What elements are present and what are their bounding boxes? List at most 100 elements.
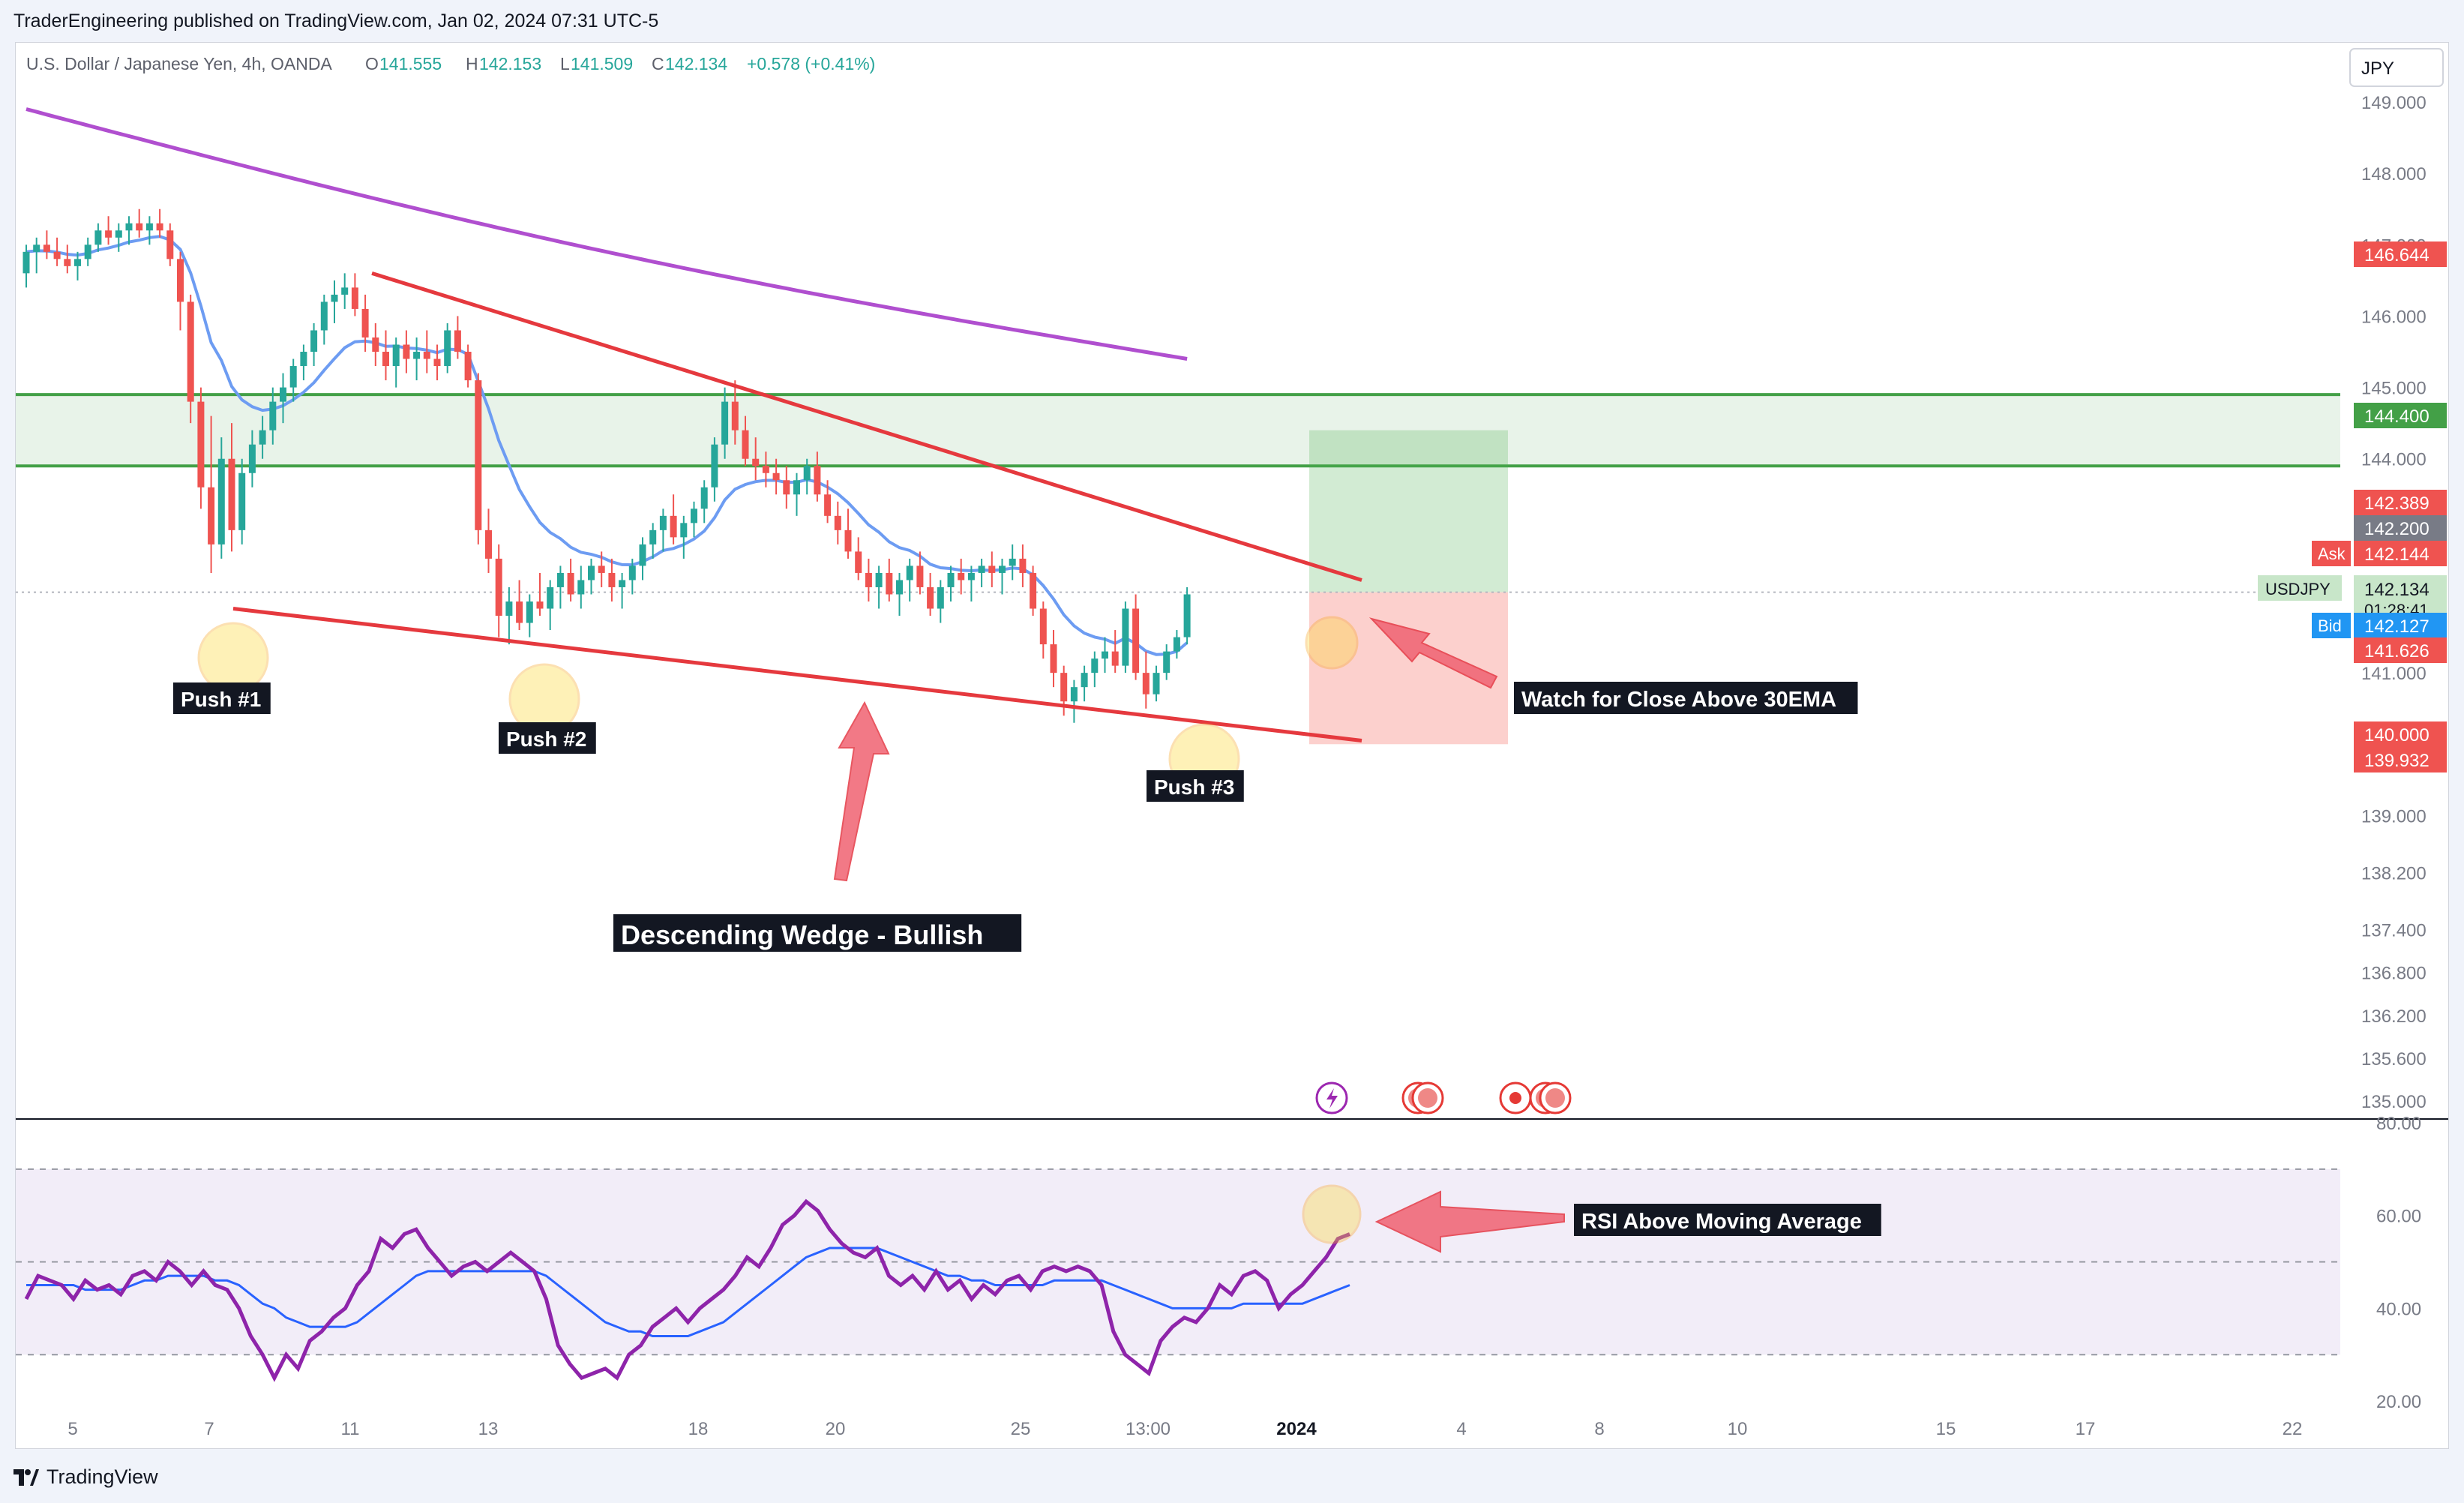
price-chart[interactable]: Push #1 Push #2 Push #3 Descending Wedge - …: [16, 43, 2448, 1448]
candle-body: [875, 572, 883, 587]
candle-body: [1060, 673, 1068, 702]
x-tick-label: 20: [826, 1419, 846, 1439]
candle-body: [1111, 651, 1119, 666]
rsi-tick-label: 60.00: [2376, 1207, 2421, 1227]
candle-body: [731, 401, 739, 430]
legend-c-value: 142.134: [665, 54, 727, 74]
candle-body: [670, 515, 677, 538]
candle-body: [906, 566, 913, 580]
label-watch-close-box: [1514, 682, 1858, 714]
event-icons[interactable]: [1315, 1082, 1572, 1114]
candle-body: [1132, 608, 1140, 674]
price-badge: [2354, 515, 2447, 541]
label-push-1: Push #1: [181, 688, 261, 711]
candle-body: [22, 251, 30, 274]
candle-body: [403, 344, 410, 359]
candle-body: [372, 337, 379, 352]
x-tick-label: 17: [2076, 1419, 2096, 1439]
rsi-ma-line: [26, 1246, 1350, 1337]
y-tick-label: 136.200: [2361, 1006, 2427, 1027]
candle-body: [1070, 687, 1078, 702]
legend-o-label: O: [365, 54, 379, 74]
candle-body: [659, 515, 667, 530]
sr-zone: [16, 394, 2340, 466]
candle-body: [43, 244, 50, 252]
legend-o-value: 141.555: [379, 54, 442, 74]
legend-h-label: H: [466, 54, 478, 74]
y-tick-label: 146.000: [2361, 307, 2427, 327]
long-target-box: [1309, 430, 1508, 592]
legend-l-label: L: [560, 54, 570, 74]
candle-body: [1039, 608, 1047, 645]
candle-body: [320, 302, 328, 331]
currency-button[interactable]: [2349, 48, 2444, 87]
publisher-text: TraderEngineering published on TradingVi…: [13, 10, 659, 32]
y-tick-label: 139.000: [2361, 806, 2427, 826]
candle-body: [269, 401, 277, 430]
us-flag-glyph-icon-2: [1418, 1088, 1437, 1108]
candle-body: [988, 566, 996, 573]
ask-tag-label: Ask: [2318, 544, 2346, 563]
candle-body: [762, 466, 769, 473]
price-badge-value: 140.000: [2364, 725, 2430, 746]
candle-body: [967, 572, 975, 580]
x-tick-label: 22: [2283, 1419, 2303, 1439]
legend-ohlc: O 141.555 H 142.153 L 141.509 C 142.134 …: [365, 54, 875, 74]
y-tick-label: 148.000: [2361, 164, 2427, 184]
candle-body: [475, 380, 482, 530]
candle-body: [1091, 658, 1099, 674]
ask-price-value: 142.144: [2364, 544, 2430, 565]
record-dot-icon: [1509, 1092, 1521, 1104]
candle-body: [577, 580, 585, 595]
wedge-lower-line: [232, 607, 1362, 743]
candle-body: [855, 551, 862, 573]
candle-body: [947, 572, 955, 587]
x-tick-label: 4: [1456, 1419, 1466, 1439]
tradingview-logo[interactable]: TradingView: [13, 1466, 158, 1489]
y-tick-label: 136.800: [2361, 964, 2427, 984]
tradingview-logo-text: TradingView: [46, 1466, 158, 1488]
rsi-tick-label: 80.00: [2376, 1114, 2421, 1134]
us-flag-glyph-icon-4: [1545, 1088, 1565, 1108]
candle-body: [772, 472, 780, 481]
candle-body: [793, 480, 800, 495]
candle-body: [53, 251, 61, 260]
chart-panel[interactable]: Push #1 Push #2 Push #3 Descending Wedge - …: [15, 42, 2449, 1449]
candle-body: [94, 230, 102, 245]
candle-body: [33, 244, 40, 252]
candle-body: [680, 523, 688, 538]
x-tick-label: 7: [204, 1419, 214, 1439]
price-badge-value: 146.644: [2364, 245, 2430, 266]
candle-body: [464, 352, 472, 381]
legend-h-value: 142.153: [479, 54, 541, 74]
candle-body: [331, 294, 338, 302]
symbol-badge: [2258, 575, 2342, 601]
price-badge: [2354, 722, 2447, 747]
candle-body: [700, 487, 708, 509]
price-badge: [2354, 403, 2447, 428]
candle-body: [865, 572, 872, 587]
ma200-line: [25, 107, 1188, 361]
candle-body: [721, 401, 729, 445]
label-rsi-above-ma-box: [1574, 1204, 1881, 1236]
price-badge: [2354, 490, 2447, 515]
candle-body: [238, 472, 246, 530]
bid-tag: [2312, 613, 2351, 638]
price-badge: [2354, 242, 2447, 267]
candle-body: [495, 558, 502, 616]
legend-change: +0.578 (+0.41%): [747, 54, 875, 74]
candle-body: [1173, 637, 1180, 652]
candle-body: [649, 530, 657, 544]
candle-body: [978, 566, 985, 573]
x-tick-label: 11: [341, 1419, 360, 1439]
candle-body: [1142, 673, 1150, 694]
top-bar: TraderEngineering published on TradingVi…: [0, 0, 2464, 42]
price-badge-value: 139.932: [2364, 751, 2430, 771]
candle-body: [136, 223, 143, 231]
x-tick-label: 13: [478, 1419, 499, 1439]
candle-body: [187, 302, 194, 402]
rsi-highlight-circle: [1302, 1184, 1362, 1244]
candle-body: [526, 602, 533, 623]
candle-body: [145, 223, 153, 231]
price-badge-value: 142.389: [2364, 494, 2430, 514]
